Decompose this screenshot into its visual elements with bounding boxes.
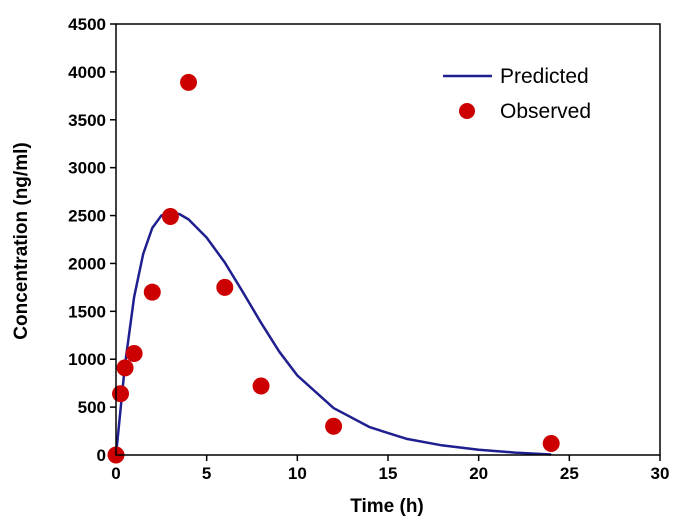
x-tick-label: 0 xyxy=(111,464,120,483)
observed-point xyxy=(161,208,179,226)
x-tick-label: 10 xyxy=(288,464,307,483)
legend-predicted-label: Predicted xyxy=(500,65,589,88)
observed-point xyxy=(143,283,161,301)
observed-point xyxy=(116,359,134,377)
y-tick-label: 3000 xyxy=(68,159,106,178)
x-tick-label: 25 xyxy=(560,464,579,483)
x-tick-label: 20 xyxy=(469,464,488,483)
observed-point xyxy=(252,377,270,395)
y-tick-label: 2000 xyxy=(68,254,106,273)
y-tick-label: 2500 xyxy=(68,207,106,226)
observed-point xyxy=(112,385,130,403)
legend-observed-label: Observed xyxy=(500,100,591,123)
x-axis-title: Time (h) xyxy=(350,496,424,516)
plot-series xyxy=(107,73,560,464)
y-tick-label: 500 xyxy=(78,398,106,417)
x-axis-ticks: 0 5 10 15 20 25 30 xyxy=(111,455,669,483)
y-tick-label: 1000 xyxy=(68,350,106,369)
y-axis-title: Concentration (ng/ml) xyxy=(11,142,32,339)
y-tick-label: 0 xyxy=(97,446,106,465)
predicted-line xyxy=(114,211,552,456)
x-tick-label: 30 xyxy=(651,464,670,483)
y-tick-label: 4000 xyxy=(68,63,106,82)
plot-area-frame xyxy=(115,23,661,456)
observed-point xyxy=(125,344,143,362)
observed-point xyxy=(216,278,234,296)
legend-observed-swatch xyxy=(459,103,475,119)
observed-point xyxy=(325,417,343,435)
y-tick-label: 4500 xyxy=(68,15,106,34)
legend: Predicted Observed xyxy=(443,65,591,123)
y-tick-label: 3500 xyxy=(68,111,106,130)
x-tick-label: 15 xyxy=(379,464,398,483)
observed-point xyxy=(542,435,560,453)
y-tick-label: 1500 xyxy=(68,302,106,321)
observed-point xyxy=(180,73,198,91)
x-tick-label: 5 xyxy=(202,464,211,483)
y-axis-ticks: 0 500 1000 1500 2000 2500 3000 3500 4000 4500 xyxy=(68,15,116,465)
